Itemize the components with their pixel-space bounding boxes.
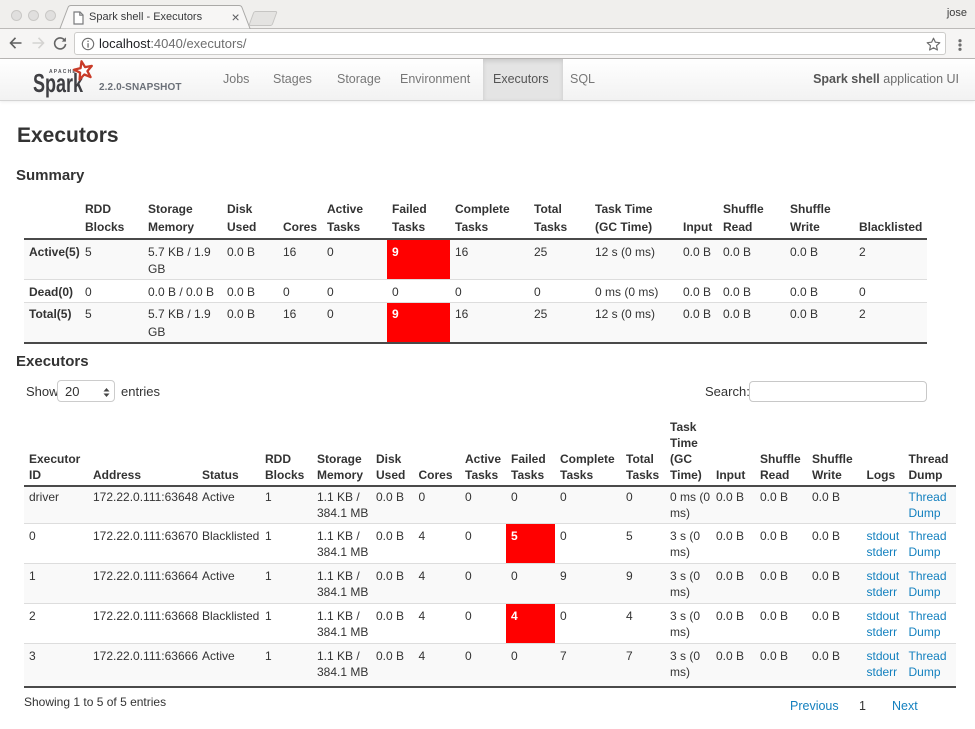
svg-text:APACHE: APACHE [49,69,77,75]
svg-text:Spark: Spark [33,68,83,98]
